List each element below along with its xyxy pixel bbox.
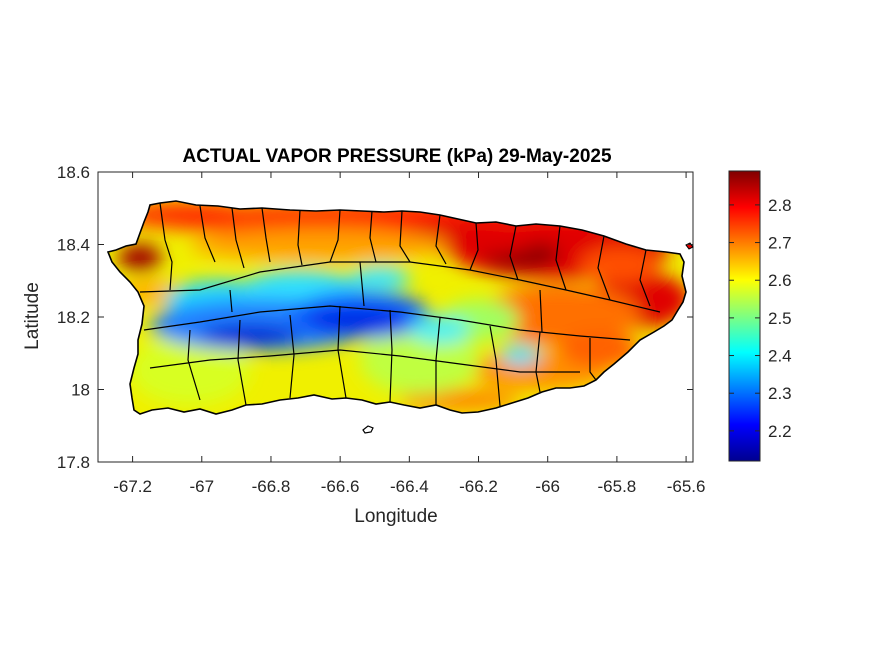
municipal-boundary [199, 205, 216, 263]
municipal-boundary [597, 235, 611, 301]
municipal-boundary [143, 305, 631, 341]
municipal-boundary [231, 207, 245, 269]
x-axis-label: Longitude [354, 506, 437, 527]
municipal-boundary [489, 325, 501, 407]
field-patch [190, 229, 450, 261]
municipal-boundary [149, 349, 580, 373]
municipal-boundary [469, 222, 479, 271]
municipal-boundary [261, 207, 271, 263]
municipal-boundary [589, 338, 597, 381]
municipal-boundary [509, 225, 519, 281]
y-axis: 17.8 18 18.2 18.4 18.6 [57, 163, 693, 472]
small-island [362, 425, 374, 434]
vapor-pressure-map [106, 200, 694, 434]
field-patch [305, 310, 405, 330]
x-tick-label: -66.6 [321, 477, 360, 496]
field-patch [130, 335, 250, 405]
municipal-boundary [139, 261, 661, 313]
colorbar-tick-label: 2.7 [768, 234, 792, 253]
x-tick-label: -66.2 [459, 477, 498, 496]
colorbar-tick-label: 2.2 [768, 422, 792, 441]
municipal-boundary [435, 317, 441, 405]
colorbar-gradient [728, 170, 761, 462]
field-patch [350, 266, 410, 290]
x-tick-label: -65.6 [667, 477, 706, 496]
colorbar-tick-label: 2.4 [768, 347, 792, 366]
municipal-boundaries [139, 202, 661, 407]
x-tick-label: -65.8 [598, 477, 637, 496]
y-tick-label: 18 [71, 381, 90, 400]
y-axis-label: Latitude [22, 282, 43, 350]
municipal-boundary [555, 225, 567, 291]
colorbar-tick-label: 2.3 [768, 384, 792, 403]
municipal-boundary [329, 209, 341, 263]
chart-title: ACTUAL VAPOR PRESSURE (kPa) 29-May-2025 [182, 146, 611, 167]
y-tick-label: 18.4 [57, 236, 90, 255]
municipal-boundary [539, 289, 543, 333]
municipal-boundary [389, 309, 393, 403]
colorbar-tick-label: 2.5 [768, 309, 792, 328]
colorbar-ticks: 2.2 2.3 2.4 2.5 2.6 2.7 2.8 [729, 196, 792, 441]
municipal-boundary [369, 210, 377, 263]
municipal-boundary [435, 214, 447, 265]
x-tick-label: -66.4 [390, 477, 429, 496]
municipal-boundary [237, 319, 247, 406]
field-patch [410, 316, 470, 344]
field-patch [200, 325, 300, 345]
municipal-boundary [359, 261, 365, 307]
x-tick-label: -66.8 [252, 477, 291, 496]
municipal-boundary [187, 329, 201, 401]
field-patch [500, 345, 540, 365]
y-tick-label: 17.8 [57, 453, 90, 472]
island-outline [106, 200, 687, 415]
colorbar-tick-label: 2.8 [768, 196, 792, 215]
field-patch [400, 390, 520, 410]
municipal-boundary [297, 209, 303, 266]
colorbar: 2.2 2.3 2.4 2.5 2.6 2.7 2.8 [728, 170, 792, 462]
municipal-boundary [229, 289, 233, 313]
field-patch [580, 247, 660, 283]
x-tick-label: -67.2 [113, 477, 152, 496]
municipal-boundary [337, 305, 347, 399]
y-tick-label: 18.2 [57, 308, 90, 327]
y-tick-label: 18.6 [57, 163, 90, 182]
municipal-boundary [159, 202, 173, 291]
x-axis: -67.2 -67 -66.8 -66.6 -66.4 -66.2 -66 -65.8 -65.… [113, 172, 705, 496]
municipal-boundary [639, 249, 651, 307]
x-tick-label: -67 [189, 477, 214, 496]
municipal-boundary [399, 210, 411, 263]
colorbar-tick-label: 2.6 [768, 271, 792, 290]
field-patch [118, 244, 162, 272]
municipal-boundary [289, 314, 295, 399]
x-tick-label: -66 [535, 477, 560, 496]
municipal-boundary [535, 331, 541, 393]
